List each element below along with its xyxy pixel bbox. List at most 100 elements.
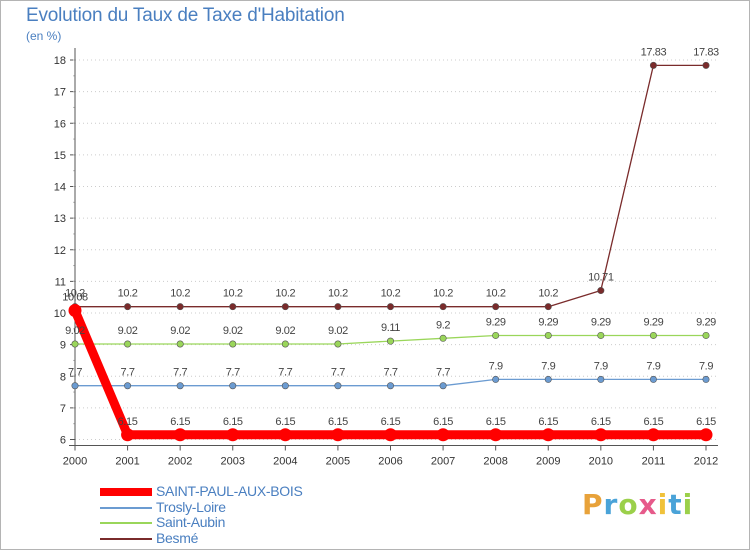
y-tick-label: 10 [54,308,66,320]
data-point [386,337,394,345]
data-point [544,331,552,339]
data-label: 7.7 [226,367,240,379]
x-tick-label: 2004 [273,456,297,468]
data-label: 9.02 [223,325,243,337]
data-point [176,382,184,390]
data-point [281,382,289,390]
y-tick-label: 17 [54,87,66,99]
data-point [281,340,289,348]
data-label: 17.83 [693,46,719,58]
data-label: 10.2 [170,288,190,300]
logo-letter: i [682,488,694,521]
logo-letter: o [618,488,639,521]
data-label: 9.02 [170,325,190,337]
data-point [229,303,237,311]
data-point [436,428,450,442]
data-point [649,331,657,339]
data-point [594,428,608,442]
data-label: 6.15 [381,416,401,428]
data-point [649,61,657,69]
data-point [68,303,82,317]
data-label: 9.29 [696,316,716,328]
data-label: 7.7 [383,367,397,379]
x-tick-label: 2006 [378,456,402,468]
data-label: 10.2 [275,288,295,300]
data-label: 6.15 [223,416,243,428]
data-point [597,287,605,295]
series-points [68,61,713,442]
data-label: 7.9 [594,360,608,372]
data-label: 10.2 [328,288,348,300]
data-label: 10.2 [223,288,243,300]
x-tick-label: 2001 [115,456,139,468]
data-point [226,428,240,442]
x-tick-label: 2005 [326,456,350,468]
x-tick-label: 2002 [168,456,192,468]
data-label: 7.7 [331,367,345,379]
y-tick-label: 7 [60,403,66,415]
y-tick-label: 18 [54,55,66,67]
proxiti-logo: Proxiti [582,488,693,521]
data-point [281,303,289,311]
x-tick-label: 2000 [63,456,87,468]
data-point [229,340,237,348]
data-point [439,382,447,390]
data-point [334,303,342,311]
data-label: 9.29 [644,316,664,328]
data-point [386,303,394,311]
data-point [544,303,552,311]
data-label: 9.02 [65,325,85,337]
data-label: 10.2 [433,288,453,300]
data-label: 6.15 [275,416,295,428]
x-tick-label: 2007 [431,456,455,468]
data-labels: 10.2 10.2 10.2 10.2 10.2 10.2 10.2 10.2 10.2 10.2… [62,46,719,427]
x-tick-label: 2010 [589,456,613,468]
data-point [124,340,132,348]
data-point [597,331,605,339]
data-point [646,428,660,442]
legend-label-besme: Besmé [156,529,199,546]
data-label: 7.9 [699,360,713,372]
x-tick-label: 2009 [536,456,560,468]
legend-swatch-trosly-loire [100,506,152,509]
y-tick-label: 14 [54,182,66,194]
data-point [176,303,184,311]
data-label: 10.2 [381,288,401,300]
data-label: 6.15 [433,416,453,428]
legend-label-trosly-loire: Trosly-Loire [156,498,226,515]
chart-axes: 6 7 8 9 10 11 12 13 14 15 16 17 18 2000 2001 2002 2003 20… [54,48,718,468]
x-tick-label: 2008 [483,456,507,468]
data-point [173,428,187,442]
data-label: 7.7 [173,367,187,379]
legend-swatch-saint-paul [100,488,152,496]
data-label: 6.15 [538,416,558,428]
data-label: 9.02 [275,325,295,337]
data-label: 9.02 [328,325,348,337]
data-point [702,331,710,339]
data-point [492,303,500,311]
data-label: 9.29 [538,316,558,328]
legend-label-saint-aubin: Saint-Aubin [156,514,226,530]
legend-swatch-saint-aubin [100,522,152,524]
chart-title: Evolution du Taux de Taxe d'Habitation [26,5,345,26]
data-point [334,382,342,390]
data-point [384,428,397,442]
y-tick-label: 11 [55,276,66,288]
data-label: 6.15 [328,416,348,428]
data-point [541,428,555,442]
data-label: 6.15 [170,416,190,428]
logo-letter: P [582,488,604,521]
data-point [71,382,79,390]
data-label: 7.9 [489,360,503,372]
y-tick-label: 8 [60,371,66,383]
data-label: 9.29 [486,316,506,328]
data-label: 7.9 [541,360,555,372]
data-point [439,334,447,342]
logo-letter: x [638,488,658,521]
data-point [699,428,713,442]
data-point [702,61,710,69]
data-label: 7.7 [68,367,82,379]
data-label: 6.15 [118,416,138,428]
data-point [229,382,237,390]
